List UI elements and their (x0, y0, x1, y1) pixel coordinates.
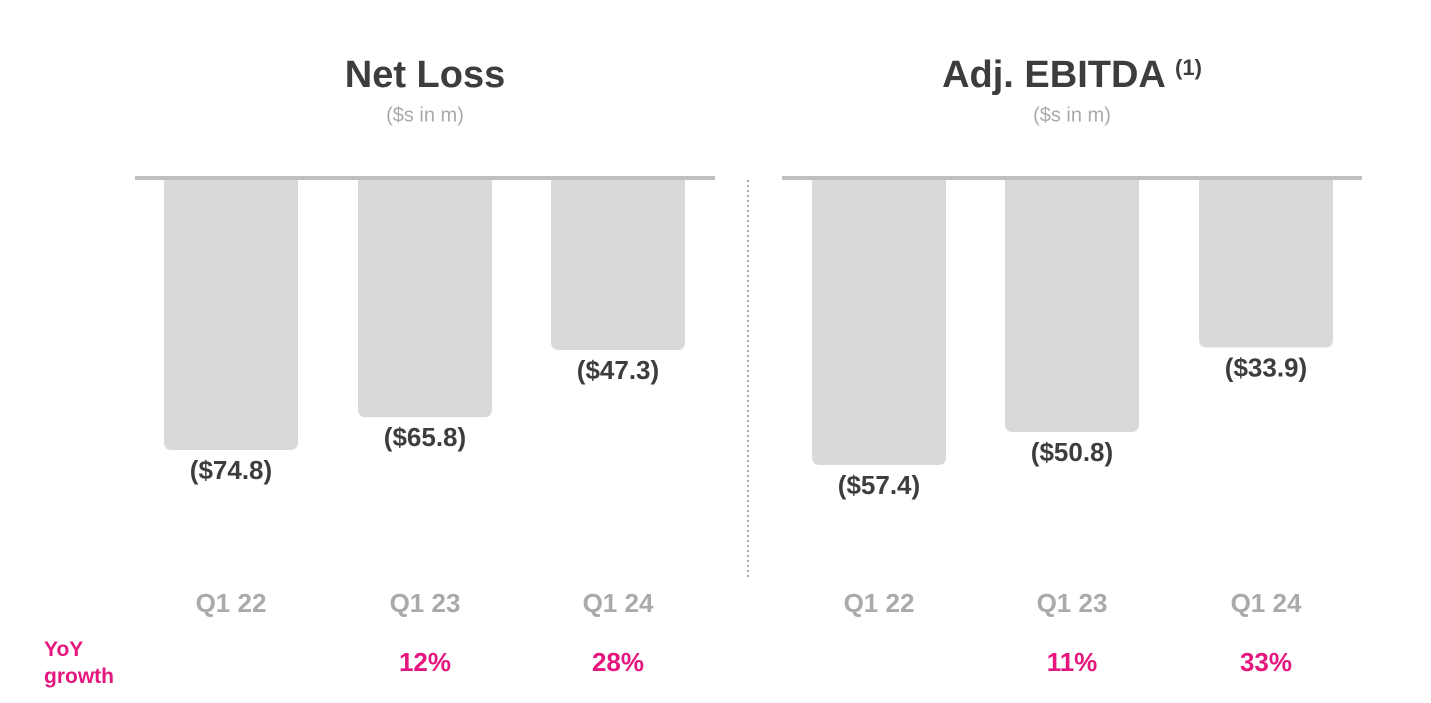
bar (812, 180, 946, 465)
growth-row-label: YoY growth (44, 638, 114, 688)
value-label: ($47.3) (577, 355, 659, 385)
value-label: ($33.9) (1225, 352, 1307, 382)
title-text: Net Loss (345, 54, 505, 96)
title-note: (1) (1175, 55, 1202, 80)
growth-label: 28% (592, 647, 644, 677)
value-label: ($57.4) (838, 470, 920, 500)
x-tick-label: Q1 23 (1037, 588, 1108, 618)
growth-label: 11% (1047, 647, 1098, 677)
value-label: ($74.8) (190, 455, 272, 485)
value-label: ($50.8) (1031, 437, 1113, 467)
x-tick-label: Q1 23 (390, 588, 461, 618)
bar (551, 180, 685, 350)
value-label: ($65.8) (384, 422, 466, 452)
title-text: Adj. EBITDA (942, 54, 1165, 96)
chart-title: Adj. EBITDA (1) (942, 54, 1202, 96)
bar (1005, 180, 1139, 432)
chart-title: Net Loss (345, 54, 505, 96)
chart-subtitle: ($s in m) (386, 104, 464, 126)
x-tick-label: Q1 22 (196, 588, 267, 618)
growth-label: 12% (399, 647, 451, 677)
x-tick-label: Q1 24 (583, 588, 654, 618)
bar (358, 180, 492, 418)
x-tick-label: Q1 22 (844, 588, 915, 618)
chart-subtitle: ($s in m) (1033, 104, 1111, 126)
bar (1199, 180, 1333, 348)
growth-label: 33% (1240, 647, 1292, 677)
bar (164, 180, 298, 450)
x-tick-label: Q1 24 (1231, 588, 1302, 618)
